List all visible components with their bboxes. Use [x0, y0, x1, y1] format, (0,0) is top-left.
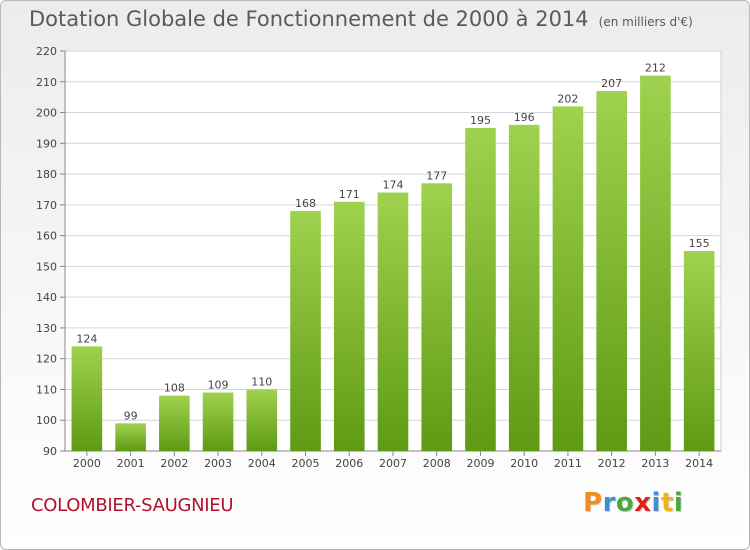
bar [246, 389, 278, 451]
y-tick-label: 210 [36, 76, 57, 89]
x-tick-label: 2005 [292, 457, 320, 470]
chart-subtitle: (en milliers d'€) [598, 15, 693, 29]
bar-value-label: 99 [124, 409, 138, 422]
x-tick-label: 2012 [598, 457, 626, 470]
bar-value-label: 202 [557, 92, 578, 105]
bar-value-label: 195 [470, 114, 491, 127]
y-tick-label: 200 [36, 107, 57, 120]
bar [71, 346, 103, 451]
bar [290, 211, 321, 451]
chart-title: Dotation Globale de Fonctionnement de 20… [29, 7, 693, 31]
bar-value-label: 155 [689, 237, 710, 250]
bar-value-label: 110 [251, 375, 272, 388]
bar [421, 183, 453, 452]
bar [377, 192, 409, 452]
x-tick-label: 2001 [117, 457, 145, 470]
y-tick-label: 130 [36, 322, 57, 335]
x-tick-label: 2013 [641, 457, 669, 470]
x-tick-label: 2006 [335, 457, 363, 470]
x-tick-label: 2007 [379, 457, 407, 470]
x-tick-label: 2010 [510, 457, 538, 470]
bar-value-label: 212 [645, 62, 666, 75]
bar-value-label: 207 [601, 77, 622, 90]
bar [596, 91, 627, 451]
y-tick-label: 220 [36, 45, 57, 58]
chart-title-text: Dotation Globale de Fonctionnement de 20… [29, 7, 589, 31]
y-tick-label: 160 [36, 230, 57, 243]
x-tick-label: 2003 [204, 457, 232, 470]
y-tick-label: 150 [36, 260, 57, 273]
y-tick-label: 120 [36, 353, 57, 366]
bar [202, 392, 234, 451]
bar [333, 201, 365, 451]
x-tick-label: 2004 [248, 457, 276, 470]
bar [640, 75, 671, 451]
x-tick-label: 2002 [160, 457, 188, 470]
bar [465, 127, 496, 451]
y-tick-label: 170 [36, 199, 57, 212]
commune-name: COLOMBIER-SAUGNIEU [31, 495, 234, 516]
y-tick-label: 100 [36, 414, 57, 427]
y-tick-label: 140 [36, 291, 57, 304]
bar-value-label: 196 [514, 111, 535, 124]
y-tick-label: 110 [36, 383, 57, 396]
bar [683, 251, 715, 451]
bar [159, 395, 190, 451]
y-tick-label: 190 [36, 137, 57, 150]
bar-value-label: 171 [339, 188, 360, 201]
bar [508, 124, 540, 451]
bar-value-label: 109 [208, 379, 229, 392]
bar-value-label: 177 [426, 169, 447, 182]
x-tick-label: 2011 [554, 457, 582, 470]
bar-value-label: 174 [383, 179, 404, 192]
x-tick-label: 2000 [73, 457, 101, 470]
bar-value-label: 168 [295, 197, 316, 210]
bar-value-label: 124 [76, 332, 97, 345]
bar-value-label: 108 [164, 382, 185, 395]
x-tick-label: 2008 [423, 457, 451, 470]
y-tick-label: 180 [36, 168, 57, 181]
bar [115, 423, 146, 451]
proxiti-logo: Proxiti [583, 488, 684, 518]
bar [552, 106, 584, 451]
x-tick-label: 2014 [685, 457, 713, 470]
x-tick-label: 2009 [466, 457, 494, 470]
y-tick-label: 90 [43, 445, 57, 458]
